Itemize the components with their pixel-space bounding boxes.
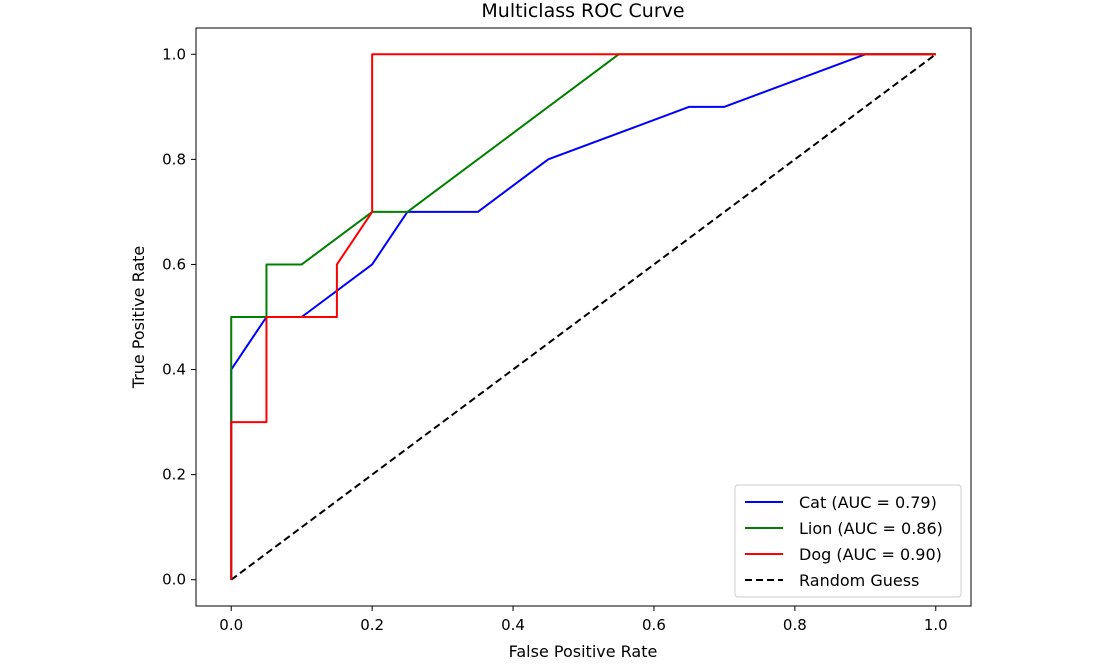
legend-box: [734, 484, 962, 598]
x-tick-label: 0.4: [501, 616, 525, 634]
legend-label-2: Dog (AUC = 0.90): [799, 545, 942, 564]
y-axis-label: True Positive Rate: [129, 246, 148, 390]
x-tick-label: 0.6: [642, 616, 666, 634]
series-line-1: [230, 53, 936, 580]
y-tick-label: 0.8: [162, 150, 186, 168]
series-line-0: [230, 53, 936, 580]
y-tick-label: 0.6: [162, 255, 186, 273]
legend: Cat (AUC = 0.79) Lion (AUC = 0.86) Dog (AU…: [734, 484, 962, 598]
x-tick-label: 0.8: [783, 616, 807, 634]
series-line-2: [230, 53, 936, 580]
chart-title: Multiclass ROC Curve: [481, 0, 684, 22]
y-tick-label: 1.0: [162, 45, 186, 63]
x-axis-ticks: 0.0 0.2 0.4 0.6 0.8 1.0: [219, 606, 948, 634]
y-tick-label: 0.4: [162, 361, 186, 379]
y-axis-ticks: 0.0 0.2 0.4 0.6 0.8 1.0: [162, 45, 196, 589]
x-axis-label: False Positive Rate: [509, 642, 658, 661]
legend-label-0: Cat (AUC = 0.79): [799, 493, 937, 512]
series-layer: [230, 53, 937, 581]
x-tick-label: 0.0: [219, 616, 243, 634]
series-line-3: [230, 53, 937, 581]
legend-label-1: Lion (AUC = 0.86): [799, 519, 943, 538]
y-tick-label: 0.2: [162, 466, 186, 484]
plot-frame: [195, 27, 972, 607]
x-tick-label: 0.2: [360, 616, 384, 634]
legend-label-3: Random Guess: [799, 571, 919, 590]
y-tick-label: 0.0: [162, 571, 186, 589]
x-tick-label: 1.0: [924, 616, 948, 634]
